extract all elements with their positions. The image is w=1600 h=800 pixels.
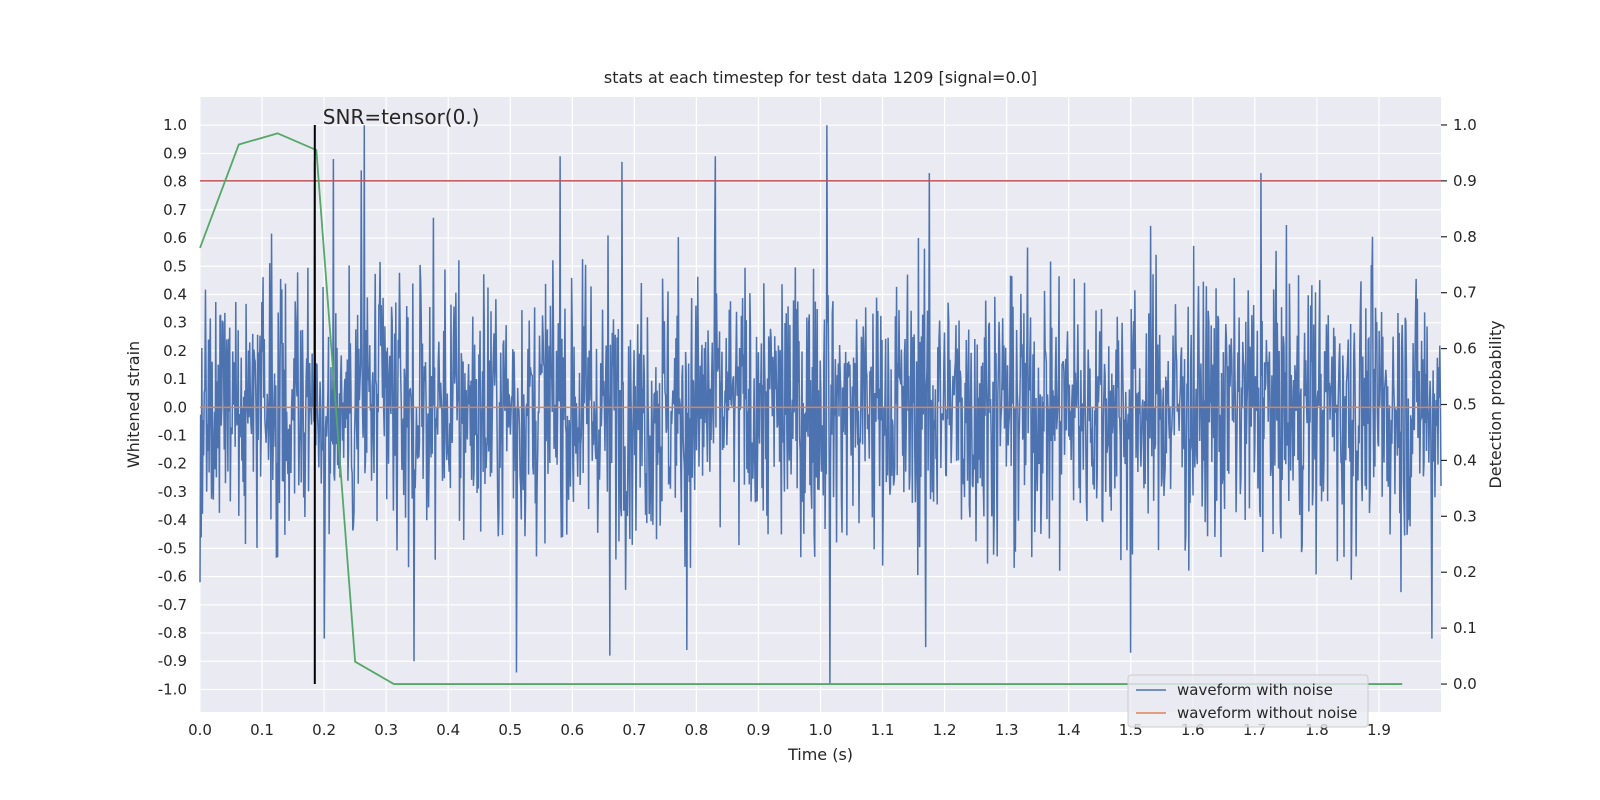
x-tick-label: 1.2 bbox=[933, 721, 957, 739]
y-tick-label: -0.3 bbox=[158, 483, 187, 501]
y2-tick-label: 0.9 bbox=[1453, 172, 1477, 190]
x-tick-label: 1.0 bbox=[809, 721, 833, 739]
y-tick-label: 0.1 bbox=[163, 370, 187, 388]
x-tick-label: 0.5 bbox=[498, 721, 522, 739]
x-tick-label: 0.1 bbox=[250, 721, 274, 739]
x-tick-label: 1.3 bbox=[995, 721, 1019, 739]
x-tick-label: 0.2 bbox=[312, 721, 336, 739]
y2-tick-label: 1.0 bbox=[1453, 116, 1477, 134]
y-tick-label: 0.3 bbox=[163, 314, 187, 332]
y2-axis-label: Detection probability bbox=[1486, 320, 1505, 488]
y-tick-label: -0.9 bbox=[158, 652, 187, 670]
snr-annotation: SNR=tensor(0.) bbox=[323, 105, 480, 129]
chart-title: stats at each timestep for test data 120… bbox=[604, 68, 1037, 87]
y-tick-label: -0.6 bbox=[158, 568, 187, 586]
legend-box bbox=[1127, 674, 1369, 728]
y2-tick-label: 0.2 bbox=[1453, 563, 1477, 581]
y-tick-label: 0.4 bbox=[163, 285, 187, 303]
series-waveform-with-noise bbox=[199, 125, 1442, 684]
x-tick-label: 1.4 bbox=[1057, 721, 1081, 739]
y2-tick-label: 0.7 bbox=[1453, 284, 1477, 302]
x-axis-label: Time (s) bbox=[787, 745, 853, 764]
y-tick-label: 0.9 bbox=[163, 144, 187, 162]
x-tick-label: 0.7 bbox=[622, 721, 646, 739]
x-tick-label: 1.9 bbox=[1367, 721, 1391, 739]
x-tick-label: 0.0 bbox=[188, 721, 212, 739]
x-tick-label: 1.1 bbox=[871, 721, 895, 739]
y-tick-label: -0.4 bbox=[158, 511, 187, 529]
y-tick-label: -0.2 bbox=[158, 455, 187, 473]
y-tick-label: -0.8 bbox=[158, 624, 187, 642]
y-tick-label: -1.0 bbox=[158, 680, 187, 698]
y-tick-label: 0.7 bbox=[163, 201, 187, 219]
legend-label-waveform-without-noise: waveform without noise bbox=[1177, 704, 1357, 722]
y-tick-label: 0.5 bbox=[163, 257, 187, 275]
legend-label-waveform-with-noise: waveform with noise bbox=[1177, 681, 1333, 699]
y-tick-label: 0.2 bbox=[163, 342, 187, 360]
x-tick-label: 0.3 bbox=[374, 721, 398, 739]
x-tick-label: 0.9 bbox=[747, 721, 771, 739]
y2-tick-label: 0.3 bbox=[1453, 507, 1477, 525]
y-axis-ticks: 1.0 0.9 0.8 0.7 0.6 0.5 0.4 0.3 0.2 0.1 0.0 -0.1 -0.… bbox=[158, 116, 187, 698]
y2-tick-label: 0.6 bbox=[1453, 340, 1477, 358]
y2-tick-label: 0.1 bbox=[1453, 619, 1477, 637]
y2-tick-label: 0.4 bbox=[1453, 451, 1477, 469]
y-tick-label: 1.0 bbox=[163, 116, 187, 134]
y-tick-label: -0.5 bbox=[158, 539, 187, 557]
y2-axis-ticks: 1.0 0.9 0.8 0.7 0.6 0.5 0.4 0.3 0.2 0.1 0.0 bbox=[1441, 116, 1477, 693]
y-tick-label: 0.0 bbox=[163, 398, 187, 416]
legend: waveform with noise waveform without noi… bbox=[1127, 674, 1369, 728]
x-tick-label: 0.6 bbox=[560, 721, 584, 739]
x-axis-ticks: 0.0 0.1 0.2 0.3 0.4 0.5 0.6 0.7 0.8 0.9 1.0 1.1 1.2 1… bbox=[188, 721, 1391, 739]
y2-tick-label: 0.8 bbox=[1453, 228, 1477, 246]
y-tick-label: 0.6 bbox=[163, 229, 187, 247]
y2-tick-label: 0.5 bbox=[1453, 396, 1477, 414]
y-tick-label: -0.7 bbox=[158, 596, 187, 614]
x-tick-label: 0.8 bbox=[684, 721, 708, 739]
y-axis-label: Whitened strain bbox=[124, 341, 143, 468]
y-tick-label: 0.8 bbox=[163, 173, 187, 191]
y2-tick-label: 0.0 bbox=[1453, 675, 1477, 693]
x-tick-label: 0.4 bbox=[436, 721, 460, 739]
y-tick-label: -0.1 bbox=[158, 427, 187, 445]
